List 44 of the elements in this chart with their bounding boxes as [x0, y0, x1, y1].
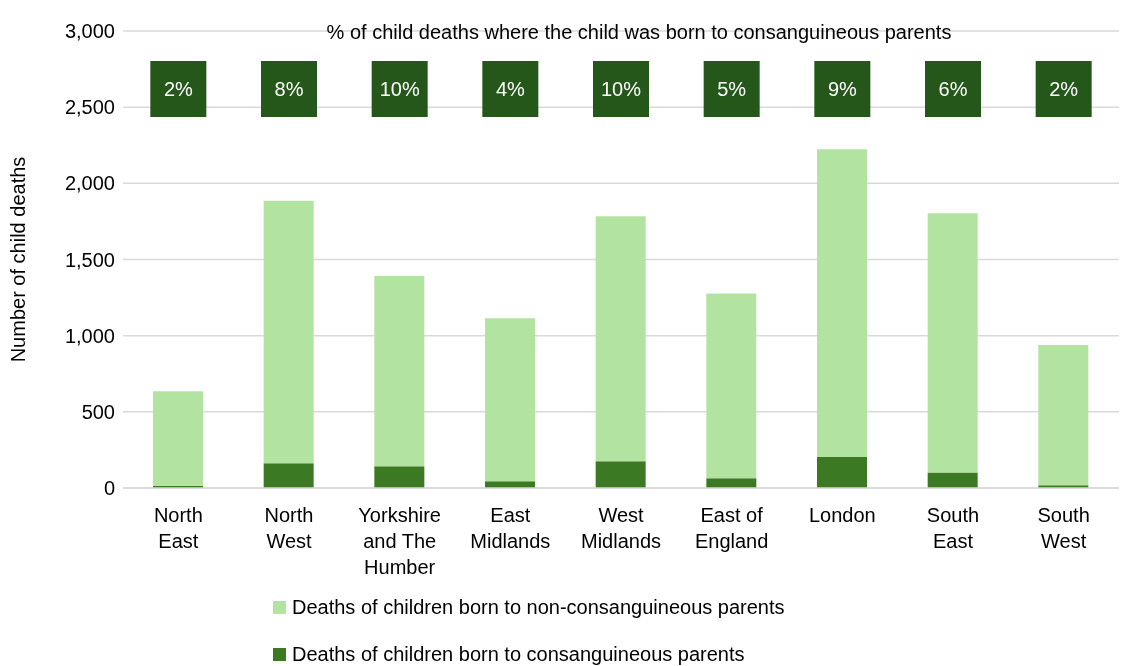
bar: [263, 200, 314, 464]
y-tick-label: 1,000: [64, 324, 115, 347]
legend-label: Deaths of children born to consanguineous parents: [292, 643, 745, 666]
bar: [485, 318, 535, 482]
x-tick-label: East Midlands: [470, 504, 551, 552]
bar: [153, 391, 203, 486]
annotation: 2%: [163, 78, 193, 100]
x-tick-label: West Midlands: [580, 504, 662, 552]
bar: [927, 472, 978, 488]
y-tick-label: 2,500: [64, 96, 115, 119]
x-tick-label: South West: [1037, 504, 1090, 552]
x-tick-label: South East: [926, 504, 980, 552]
annotation: 9%: [827, 78, 857, 100]
bar: [927, 213, 978, 473]
bar: [595, 461, 646, 488]
bar: [374, 275, 425, 467]
x-tick-label: North West: [264, 504, 314, 552]
annotation: 6%: [938, 78, 968, 100]
y-tick-label: 0: [103, 477, 115, 500]
annotation: 4%: [495, 78, 525, 100]
bar: [706, 478, 757, 488]
y-tick-label: 1,500: [64, 248, 115, 271]
x-tick-label: Yorkshire and The Humber: [358, 504, 441, 578]
bar: [263, 463, 314, 488]
x-tick-label: London: [808, 504, 876, 526]
annotation: 2%: [1049, 78, 1079, 100]
bar: [374, 466, 425, 488]
x-tick-label: North East: [153, 504, 203, 552]
annotation: 5%: [717, 78, 747, 100]
bar: [817, 149, 867, 458]
y-tick-label: 2,000: [64, 172, 115, 195]
bar: [1038, 344, 1089, 486]
y-axis-title: Number of child deaths: [7, 156, 30, 363]
legend-label: Deaths of children born to non-consanguineous parents: [292, 596, 785, 619]
x-tick-label: East of England: [694, 504, 769, 552]
bar: [706, 293, 757, 479]
bar: [595, 216, 646, 462]
bar: [817, 457, 867, 488]
annotation: 10%: [379, 78, 420, 100]
annotation: 8%: [274, 78, 304, 100]
y-tick-label: 3,000: [64, 20, 115, 43]
y-tick-label: 500: [81, 400, 115, 423]
chart-subtitle: % of child deaths where the child was born to consanguineous parents: [326, 21, 952, 43]
annotation: 10%: [600, 78, 642, 100]
